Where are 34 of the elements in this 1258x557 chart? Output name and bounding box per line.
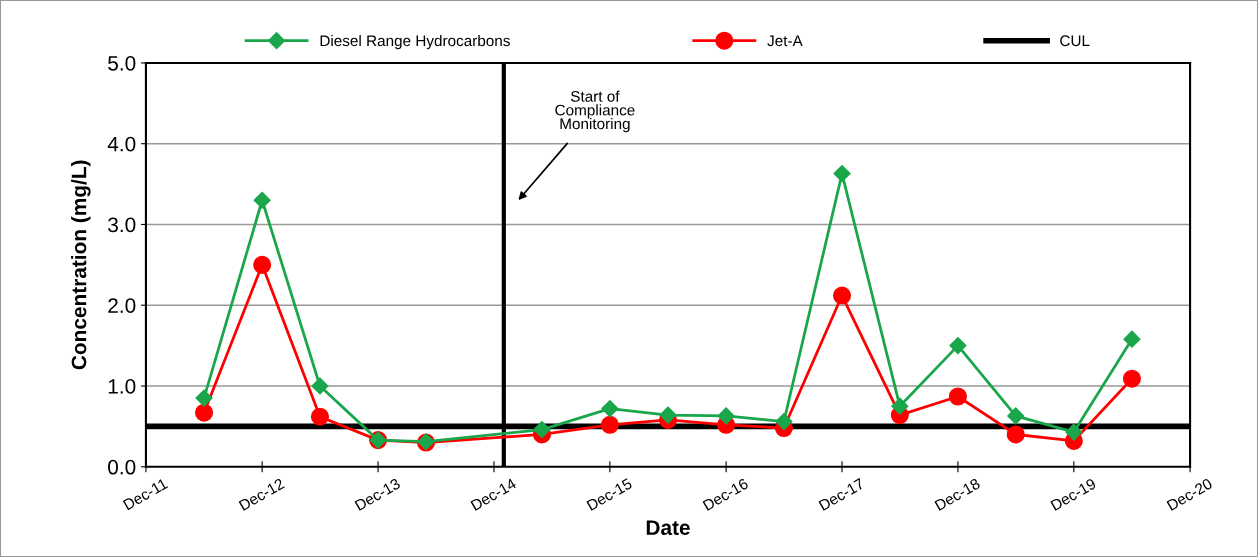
y-axis-title: Concentration (mg/L) [71,160,91,370]
point [600,415,619,434]
y-tick-label: 4.0 [107,136,136,152]
point [949,337,967,355]
annotation: Start of Compliance Monitoring [555,90,635,133]
point [310,407,329,426]
x-axis-title: Date [646,520,690,535]
point [775,412,793,431]
point [659,406,677,424]
y-tick-label: 1.0 [108,379,136,394]
point [1122,369,1141,388]
point [253,255,272,274]
point [832,286,852,305]
point [1065,423,1083,441]
point [195,389,213,407]
legend-label: CUL [1060,35,1090,47]
point [195,403,214,422]
point [717,407,735,425]
point [253,191,271,209]
point [533,421,551,439]
y-tick-label: 2.0 [108,298,136,313]
point [311,377,329,395]
legend-label: Jet-A [767,35,803,47]
point [1123,330,1141,348]
point [891,397,909,415]
y-tick-label: 0.0 [108,459,136,475]
point [1007,407,1025,425]
point [948,387,967,406]
point [601,400,619,418]
point [1006,425,1025,444]
y-tick-label: 3.0 [108,217,136,233]
y-tick-label: 5.0 [108,55,136,71]
point [833,165,851,183]
legend-label: Diesel Range Hydrocarbons [320,34,510,50]
